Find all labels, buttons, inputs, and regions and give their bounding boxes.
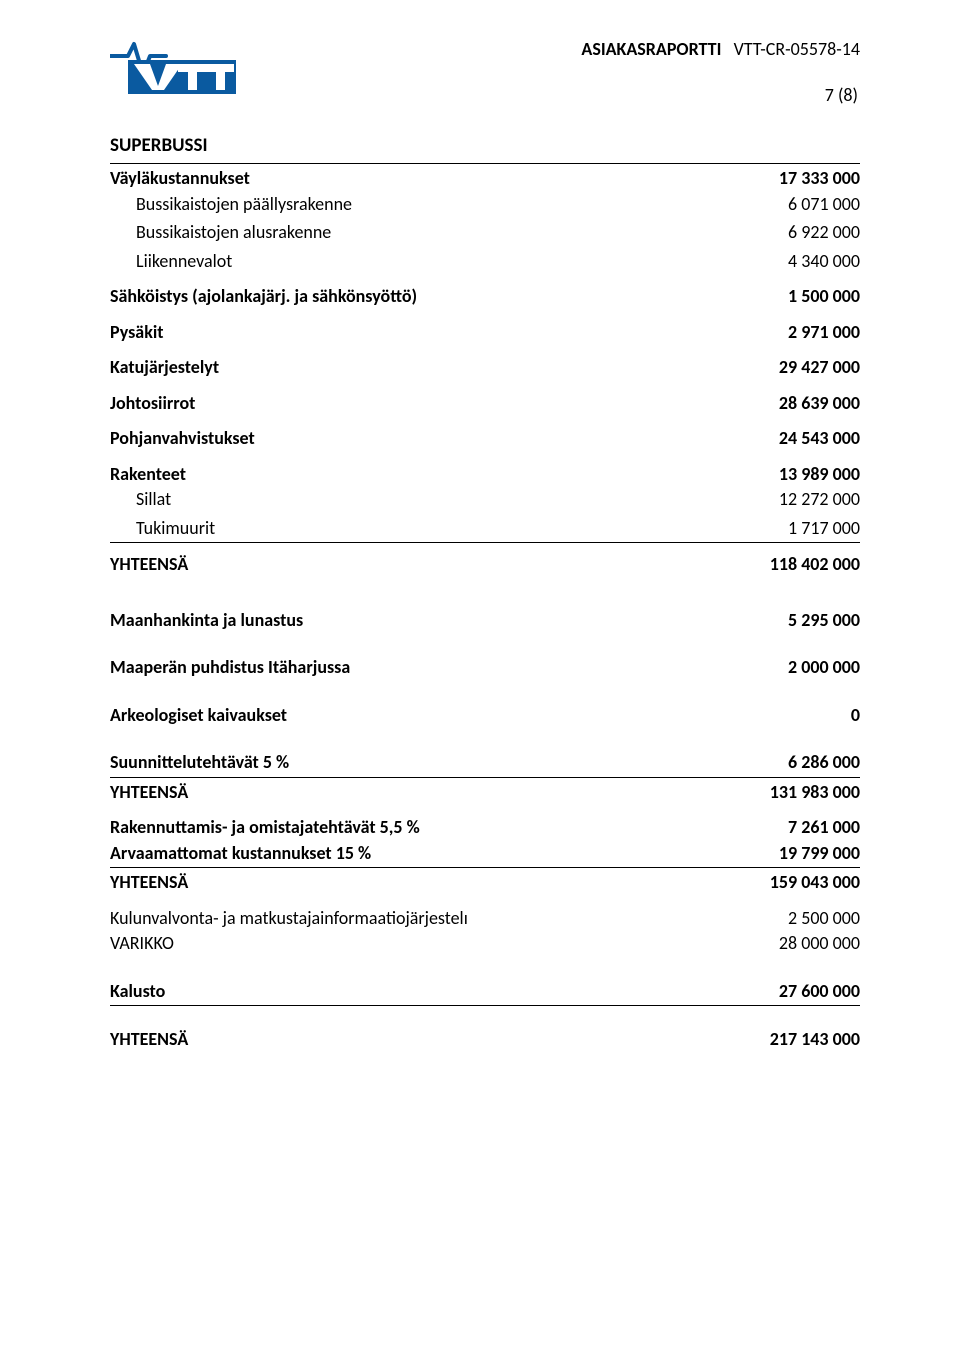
row-label: Suunnittelutehtävät 5 % — [110, 729, 575, 777]
row-value: 7 261 000 — [575, 806, 860, 842]
row-label: Maanhankinta ja lunastus — [110, 579, 575, 635]
row-label: Katujärjestelyt — [110, 346, 575, 382]
row-value: 5 295 000 — [575, 579, 860, 635]
table-row: Kulunvalvonta- ja matkustajainformaatioj… — [110, 897, 860, 933]
table-row: Sillat12 272 000 — [110, 488, 860, 514]
row-value: 131 983 000 — [575, 777, 860, 806]
table-row: Arkeologiset kaivaukset0 — [110, 682, 860, 730]
table-row: Pysäkit2 971 000 — [110, 311, 860, 347]
table-row: Väyläkustannukset17 333 000 — [110, 164, 860, 193]
table-row: Liikennevalot4 340 000 — [110, 247, 860, 276]
table-row: Bussikaistojen päällysrakenne6 071 000 — [110, 193, 860, 219]
table-row: Arvaamattomat kustannukset 15 %19 799 00… — [110, 842, 860, 868]
row-value: 28 000 000 — [575, 932, 860, 958]
row-value: 118 402 000 — [575, 543, 860, 579]
table-row: Maaperän puhdistus Itäharjussa2 000 000 — [110, 634, 860, 682]
section-title: SUPERBUSSI — [110, 134, 860, 157]
table-row: Bussikaistojen alusrakenne6 922 000 — [110, 218, 860, 247]
table-row: Suunnittelutehtävät 5 %6 286 000 — [110, 729, 860, 777]
row-value: 19 799 000 — [575, 842, 860, 868]
row-value: 1 717 000 — [575, 514, 860, 543]
row-label: Väyläkustannukset — [110, 164, 575, 193]
row-value: 2 000 000 — [575, 634, 860, 682]
table-row: Tukimuurit1 717 000 — [110, 514, 860, 543]
row-label: Rakenteet — [110, 453, 575, 489]
row-value: 6 922 000 — [575, 218, 860, 247]
row-label: Liikennevalot — [110, 247, 575, 276]
row-value: 4 340 000 — [575, 247, 860, 276]
table-row: Rakennuttamis- ja omistajatehtävät 5,5 %… — [110, 806, 860, 842]
row-label: Arvaamattomat kustannukset 15 % — [110, 842, 575, 868]
row-label: YHTEENSÄ — [110, 777, 575, 806]
row-value: 0 — [575, 682, 860, 730]
content: SUPERBUSSI Väyläkustannukset17 333 000Bu… — [110, 134, 860, 1054]
vtt-logo — [110, 38, 250, 98]
row-value: 2 971 000 — [575, 311, 860, 347]
row-value: 29 427 000 — [575, 346, 860, 382]
table-row: Rakenteet13 989 000 — [110, 453, 860, 489]
row-label: Pysäkit — [110, 311, 575, 347]
table-row: Kalusto27 600 000 — [110, 958, 860, 1006]
row-label: Maaperän puhdistus Itäharjussa — [110, 634, 575, 682]
row-value: 159 043 000 — [575, 868, 860, 897]
row-value: 17 333 000 — [575, 164, 860, 193]
row-label: Bussikaistojen päällysrakenne — [110, 193, 575, 219]
report-title-line: ASIAKASRAPORTTI VTT-CR-05578-14 — [581, 38, 860, 60]
row-label: YHTEENSÄ — [110, 543, 575, 579]
row-label: Sillat — [110, 488, 575, 514]
row-label: VARIKKO — [110, 932, 575, 958]
header: ASIAKASRAPORTTI VTT-CR-05578-14 7 (8) — [110, 38, 860, 106]
table-row: Katujärjestelyt29 427 000 — [110, 346, 860, 382]
table-row: Maanhankinta ja lunastus5 295 000 — [110, 579, 860, 635]
table-row: VARIKKO28 000 000 — [110, 932, 860, 958]
row-label: Rakennuttamis- ja omistajatehtävät 5,5 % — [110, 806, 575, 842]
table-row: Sähköistys (ajolankajärj. ja sähkönsyött… — [110, 275, 860, 311]
row-value: 6 286 000 — [575, 729, 860, 777]
table-row: Pohjanvahvistukset24 543 000 — [110, 417, 860, 453]
row-value: 6 071 000 — [575, 193, 860, 219]
table-row: YHTEENSÄ217 143 000 — [110, 1006, 860, 1054]
row-value: 13 989 000 — [575, 453, 860, 489]
row-label: Arkeologiset kaivaukset — [110, 682, 575, 730]
row-label: Johtosiirrot — [110, 382, 575, 418]
row-label: Sähköistys (ajolankajärj. ja sähkönsyött… — [110, 275, 575, 311]
row-value: 12 272 000 — [575, 488, 860, 514]
report-type-label: ASIAKASRAPORTTI — [581, 38, 721, 60]
row-label: Bussikaistojen alusrakenne — [110, 218, 575, 247]
table-row: Johtosiirrot28 639 000 — [110, 382, 860, 418]
report-id: VTT-CR-05578-14 — [734, 38, 860, 60]
row-value: 217 143 000 — [575, 1006, 860, 1054]
row-label: Kalusto — [110, 958, 575, 1006]
row-value: 1 500 000 — [575, 275, 860, 311]
row-value: 2 500 000 — [575, 897, 860, 933]
table-row: YHTEENSÄ118 402 000 — [110, 543, 860, 579]
table-row: YHTEENSÄ159 043 000 — [110, 868, 860, 897]
header-right: ASIAKASRAPORTTI VTT-CR-05578-14 7 (8) — [581, 38, 860, 106]
row-value: 28 639 000 — [575, 382, 860, 418]
row-value: 27 600 000 — [575, 958, 860, 1006]
row-value: 24 543 000 — [575, 417, 860, 453]
row-label: YHTEENSÄ — [110, 868, 575, 897]
row-label: Tukimuurit — [110, 514, 575, 543]
cost-table: Väyläkustannukset17 333 000Bussikaistoje… — [110, 163, 860, 1054]
page-number: 7 (8) — [581, 84, 858, 106]
row-label: YHTEENSÄ — [110, 1006, 575, 1054]
page: ASIAKASRAPORTTI VTT-CR-05578-14 7 (8) SU… — [0, 0, 960, 1351]
row-label: Pohjanvahvistukset — [110, 417, 575, 453]
row-label: Kulunvalvonta- ja matkustajainformaatioj… — [110, 897, 575, 933]
table-row: YHTEENSÄ131 983 000 — [110, 777, 860, 806]
vtt-logo-svg — [110, 38, 250, 98]
